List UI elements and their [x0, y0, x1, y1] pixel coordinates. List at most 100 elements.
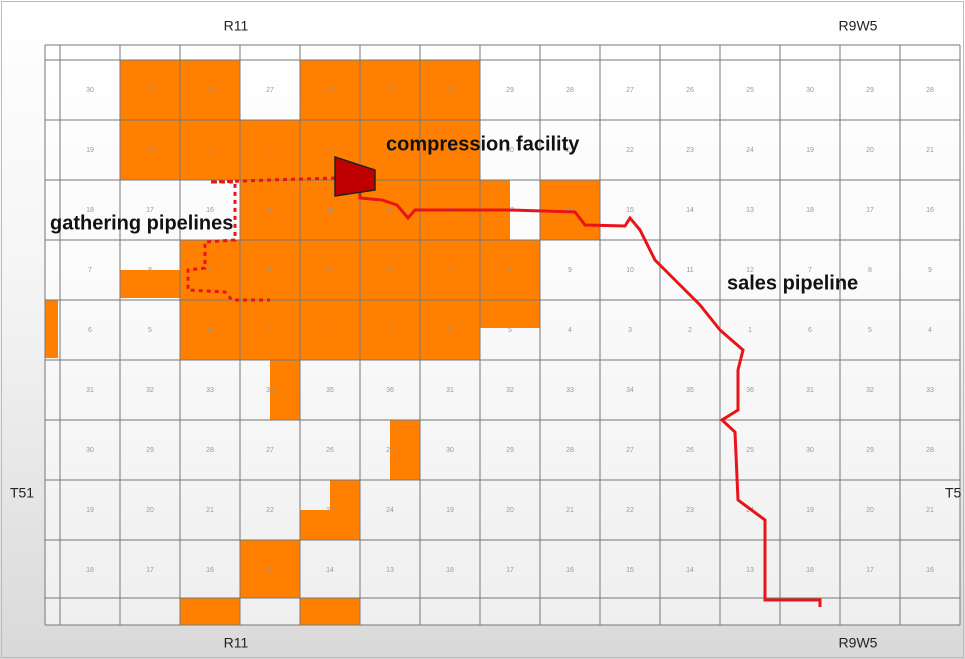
section-number: 6 — [808, 327, 812, 334]
section-number: 21 — [206, 507, 214, 514]
section-number: 25 — [746, 87, 754, 94]
section-number: 22 — [626, 147, 634, 154]
section-number: 8 — [868, 267, 872, 274]
section-number: 17 — [866, 207, 874, 214]
section-number: 33 — [566, 387, 574, 394]
section-number: 28 — [566, 447, 574, 454]
section-number: 11 — [326, 267, 333, 274]
section-number: 20 — [506, 147, 514, 154]
section-number: 17 — [146, 207, 154, 214]
section-number: 25 — [746, 447, 754, 454]
section-number: 32 — [506, 387, 514, 394]
section-number: 20 — [506, 507, 514, 514]
section-number: 3 — [268, 327, 272, 334]
section-number: 30 — [446, 447, 454, 454]
section-number: 18 — [86, 207, 94, 214]
range-label: R9W5 — [839, 635, 878, 651]
section-number: 29 — [506, 447, 514, 454]
section-number: 36 — [386, 387, 394, 394]
section-number: 26 — [686, 87, 694, 94]
section-number: 9 — [568, 267, 572, 274]
section-number: 14 — [326, 207, 334, 214]
section-number: 5 — [148, 327, 152, 334]
section-number: 29 — [866, 87, 874, 94]
section-number: 19 — [446, 507, 454, 514]
lease — [240, 540, 300, 598]
section-number: 9 — [928, 267, 932, 274]
section-number: 27 — [266, 447, 274, 454]
section-number: 6 — [448, 327, 452, 334]
section-number: 13 — [746, 567, 754, 574]
section-number: 27 — [626, 87, 634, 94]
section-number: 31 — [446, 387, 454, 394]
section-number: 13 — [386, 567, 394, 574]
section-number: 23 — [686, 507, 694, 514]
section-number: 28 — [566, 87, 574, 94]
section-number: 32 — [866, 387, 874, 394]
section-number: 3 — [628, 327, 632, 334]
section-number: 2 — [328, 327, 332, 334]
section-number: 8 — [148, 267, 152, 274]
lease — [120, 270, 180, 298]
annotation: gathering pipelines — [50, 212, 233, 234]
section-number: 14 — [686, 567, 694, 574]
section-number: 7 — [88, 267, 92, 274]
lease — [390, 420, 420, 480]
lease — [300, 60, 480, 120]
section-number: 8 — [508, 267, 512, 274]
section-number: 22 — [266, 147, 274, 154]
section-number: 20 — [146, 147, 154, 154]
section-number: 17 — [146, 567, 154, 574]
section-number: 23 — [326, 147, 334, 154]
section-number: 30 — [806, 87, 814, 94]
section-number: 6 — [88, 327, 92, 334]
section-number: 30 — [806, 447, 814, 454]
section-number: 20 — [866, 507, 874, 514]
section-number: 5 — [868, 327, 872, 334]
lease — [300, 510, 360, 540]
section-number: 29 — [146, 87, 154, 94]
lease — [180, 300, 480, 360]
section-number: 28 — [926, 87, 934, 94]
lease — [300, 598, 360, 625]
section-number: 26 — [686, 447, 694, 454]
section-number: 29 — [506, 87, 514, 94]
range-label: R11 — [224, 18, 249, 34]
section-number: 21 — [566, 147, 574, 154]
section-number: 13 — [746, 207, 754, 214]
section-number: 12 — [386, 267, 394, 274]
section-number: 21 — [566, 507, 574, 514]
gathering-pipeline — [186, 176, 336, 302]
section-number: 28 — [206, 87, 214, 94]
section-number: 17 — [506, 567, 514, 574]
section-number: 18 — [446, 567, 454, 574]
section-number: 19 — [86, 507, 94, 514]
annotation: sales pipeline — [727, 272, 858, 294]
annotation: compression facility — [386, 133, 580, 155]
section-number: 33 — [926, 387, 934, 394]
section-number: 26 — [326, 87, 334, 94]
section-number: 34 — [266, 387, 274, 394]
section-number: 16 — [566, 567, 574, 574]
section-number: 14 — [326, 567, 334, 574]
range-label: R9W5 — [839, 18, 878, 34]
section-number: 24 — [386, 507, 394, 514]
section-number: 15 — [266, 567, 274, 574]
section-number: 15 — [626, 207, 634, 214]
section-number: 12 — [746, 267, 754, 274]
township-label: T5 — [945, 485, 962, 501]
section-number: 19 — [446, 147, 454, 154]
section-number: 7 — [448, 267, 452, 274]
section-number: 21 — [926, 147, 934, 154]
section-number: 25 — [386, 87, 394, 94]
section-number: 18 — [806, 567, 814, 574]
section-number: 5 — [508, 327, 512, 334]
section-number: 25 — [386, 447, 394, 454]
section-number: 20 — [866, 147, 874, 154]
section-number: 19 — [806, 507, 814, 514]
section-number: 23 — [686, 147, 694, 154]
section-number: 1 — [748, 327, 752, 334]
